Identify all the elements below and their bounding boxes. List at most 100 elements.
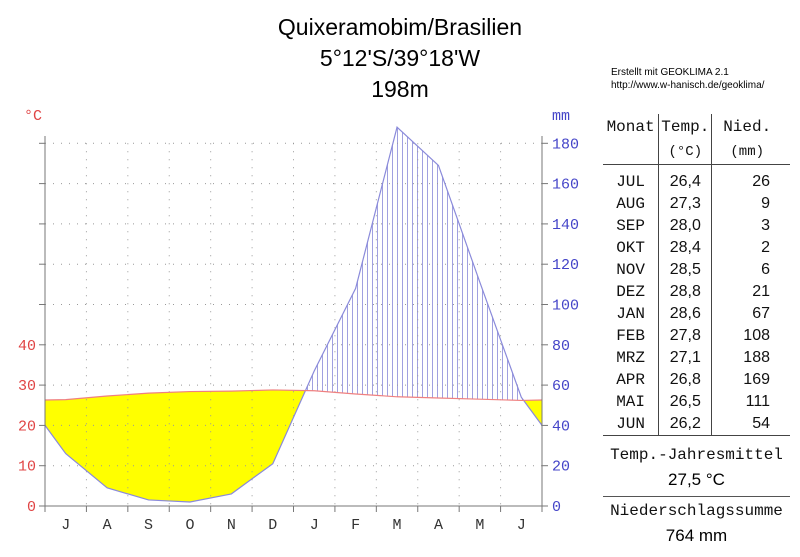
precip-sum-value: 764 mm [665, 526, 728, 545]
month-label: O [185, 517, 194, 534]
column-header: (°C) [658, 140, 712, 165]
precip-cell: 26 [711, 164, 790, 193]
left-axis-tick-label: 0 [27, 499, 36, 516]
right-axis-tick-label: 80 [552, 338, 570, 355]
attribution: Erstellt mit GEOKLIMA 2.1 http://www.w-h… [611, 66, 764, 92]
left-axis-tick-label: 30 [18, 378, 36, 395]
month-cell: AUG [616, 195, 645, 213]
left-axis-unit-label: °C [24, 108, 42, 125]
right-axis-tick-label: 160 [552, 177, 579, 194]
climate-table: Monat Temp. Nied. (°C) (mm) JUL 26,4 26 AUG 27,3 9… [603, 114, 790, 436]
temp-cell: 28,0 [658, 215, 712, 237]
month-label: N [227, 517, 236, 534]
precip-cell: 188 [711, 347, 790, 369]
table-header-row: Monat Temp. Nied. [603, 114, 790, 140]
right-axis-tick-label: 180 [552, 136, 579, 153]
station-coordinates: 5°12'S/39°18'W [319, 45, 481, 71]
temp-cell: 28,4 [658, 237, 712, 259]
temp-cell: 27,8 [658, 325, 712, 347]
temp-cell: 27,3 [658, 193, 712, 215]
precip-cell: 67 [711, 303, 790, 325]
temperature-curve [44, 389, 543, 402]
precip-cell: 54 [711, 413, 790, 436]
table-row: JAN 28,6 67 [603, 303, 790, 325]
column-header: (mm) [711, 140, 790, 165]
climate-chart: 0 10 20 30 40 0 20 40 60 80 100 120 140 160 180 J A S O N D J… [18, 108, 579, 534]
month-cell: JUN [616, 415, 645, 433]
precip-sum-label: Niederschlagssumme [610, 502, 783, 520]
month-cell: JAN [616, 305, 645, 323]
right-axis-tick-label: 40 [552, 418, 570, 435]
temp-annual-mean-value: 27,5 °C [668, 470, 725, 489]
table-row: FEB 27,8 108 [603, 325, 790, 347]
precip-cell: 9 [711, 193, 790, 215]
month-cell: DEZ [616, 283, 645, 301]
table-row: JUL 26,4 26 [603, 164, 790, 193]
month-label: D [268, 517, 277, 534]
attribution-url: http://www.w-hanisch.de/geoklima/ [611, 80, 765, 91]
table-row: SEP 28,0 3 [603, 215, 790, 237]
column-header: Temp. [658, 114, 712, 140]
right-axis-tick-label: 20 [552, 459, 570, 476]
table-row: NOV 28,5 6 [603, 259, 790, 281]
month-label: J [517, 517, 526, 534]
left-axis-tick-label: 40 [18, 338, 36, 355]
column-header: Nied. [711, 114, 790, 140]
precip-cell: 6 [711, 259, 790, 281]
precip-cell: 21 [711, 281, 790, 303]
temp-cell: 26,5 [658, 391, 712, 413]
temp-cell: 28,5 [658, 259, 712, 281]
precip-cell: 3 [711, 215, 790, 237]
month-label: F [351, 517, 360, 534]
left-axis-tick-label: 10 [18, 459, 36, 476]
column-header [603, 140, 659, 165]
table-row: DEZ 28,8 21 [603, 281, 790, 303]
table-row: AUG 27,3 9 [603, 193, 790, 215]
temp-annual-mean-label: Temp.-Jahresmittel [610, 446, 783, 464]
month-cell: JUL [616, 173, 645, 191]
precip-cell: 2 [711, 237, 790, 259]
month-label: M [393, 517, 402, 534]
temp-cell: 26,4 [658, 164, 712, 193]
temp-cell: 26,8 [658, 369, 712, 391]
month-cell: NOV [616, 261, 645, 279]
month-label: S [144, 517, 153, 534]
month-cell: FEB [616, 327, 645, 345]
right-axis-unit-label: mm [552, 108, 570, 125]
month-label: A [103, 517, 112, 534]
month-cell: OKT [616, 239, 645, 257]
precipitation-curve [44, 126, 543, 503]
month-cell: APR [616, 371, 645, 389]
right-axis-tick-label: 140 [552, 217, 579, 234]
table-row: APR 26,8 169 [603, 369, 790, 391]
precip-cell: 108 [711, 325, 790, 347]
precip-cell: 111 [711, 391, 790, 413]
station-elevation: 198m [371, 76, 429, 102]
right-axis-tick-label: 120 [552, 257, 579, 274]
attribution-software: Erstellt mit GEOKLIMA 2.1 [611, 67, 729, 78]
right-axis-tick-label: 60 [552, 378, 570, 395]
summary-divider [603, 496, 790, 497]
month-cell: MRZ [616, 349, 645, 367]
right-axis-tick-label: 0 [552, 499, 561, 516]
temp-cell: 26,2 [658, 413, 712, 436]
left-axis-tick-label: 20 [18, 418, 36, 435]
month-label: J [61, 517, 70, 534]
table-row: OKT 28,4 2 [603, 237, 790, 259]
grid [45, 142, 542, 506]
column-header: Monat [606, 118, 655, 136]
temp-cell: 28,6 [658, 303, 712, 325]
temp-cell: 27,1 [658, 347, 712, 369]
table-subheader-row: (°C) (mm) [603, 140, 790, 165]
humid-season-area [305, 127, 524, 401]
right-axis-tick-label: 100 [552, 298, 579, 315]
month-label: J [310, 517, 319, 534]
table-row: JUN 26,2 54 [603, 413, 790, 436]
table-row: MRZ 27,1 188 [603, 347, 790, 369]
temp-cell: 28,8 [658, 281, 712, 303]
table-row: MAI 26,5 111 [603, 391, 790, 413]
precip-cell: 169 [711, 369, 790, 391]
chart-title-block: Quixeramobim/Brasilien 5°12'S/39°18'W 19… [200, 12, 600, 105]
station-name: Quixeramobim/Brasilien [277, 14, 523, 40]
